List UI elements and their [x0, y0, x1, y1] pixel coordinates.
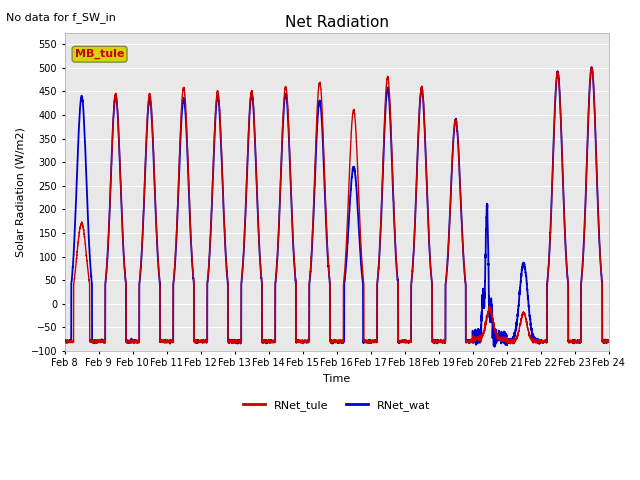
- Text: MB_tule: MB_tule: [75, 49, 124, 60]
- Y-axis label: Solar Radiation (W/m2): Solar Radiation (W/m2): [15, 127, 25, 257]
- Title: Net Radiation: Net Radiation: [285, 15, 388, 30]
- X-axis label: Time: Time: [323, 374, 350, 384]
- Text: No data for f_SW_in: No data for f_SW_in: [6, 12, 116, 23]
- Legend: RNet_tule, RNet_wat: RNet_tule, RNet_wat: [239, 396, 435, 415]
